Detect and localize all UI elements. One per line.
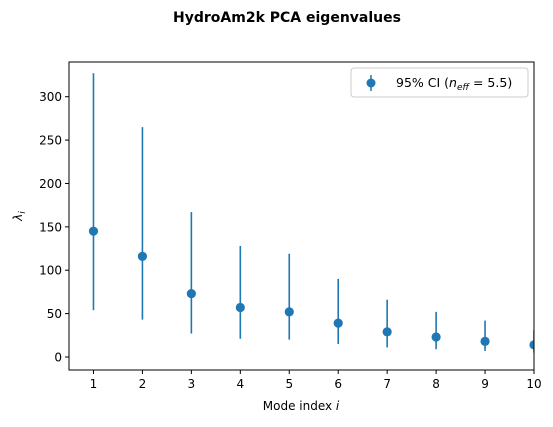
y-tick-label: 150: [39, 220, 62, 234]
x-tick-label: 6: [334, 377, 342, 391]
y-tick-label: 200: [39, 177, 62, 191]
x-tick-label: 9: [481, 377, 489, 391]
legend-box: [350, 67, 529, 98]
x-axis-label: Mode index i: [263, 399, 340, 413]
x-tick-label: 4: [236, 377, 244, 391]
x-tick-label: 5: [285, 377, 293, 391]
legend-label: 95% CI (neff = 5.5): [396, 75, 512, 93]
y-axis-label: λi: [11, 211, 28, 222]
x-tick-label: 3: [188, 377, 196, 391]
eigenvalue-point-5: [284, 307, 294, 317]
x-tick-label: 7: [383, 377, 391, 391]
x-tick-label: 8: [432, 377, 440, 391]
eigenvalue-point-8: [431, 332, 441, 342]
y-tick-label: 100: [39, 264, 62, 278]
chart-title: HydroAm2k PCA eigenvalues: [173, 10, 401, 26]
eigenvalue-point-7: [382, 327, 392, 337]
x-tick-label: 10: [526, 377, 541, 391]
y-tick-label: 300: [39, 90, 62, 104]
eigenvalue-point-3: [186, 289, 196, 299]
eigenvalue-point-10: [529, 340, 534, 350]
x-axis-ticks: 1 2 3 4 5 6 7 8 9 10: [90, 370, 542, 391]
plot-area: [88, 73, 534, 353]
eigenvalue-point-1: [88, 226, 99, 236]
y-tick-label: 250: [39, 134, 62, 148]
y-axis-ticks: 0 50 100 150 200 250 300: [39, 90, 69, 364]
eigenvalue-point-4: [235, 302, 245, 313]
legend-marker-dot: [366, 78, 376, 88]
eigenvalue-point-2: [137, 251, 148, 261]
x-tick-label: 1: [90, 377, 98, 391]
eigenvalue-point-9: [480, 336, 490, 346]
axes-frame: [68, 61, 535, 371]
y-tick-label: 50: [47, 307, 62, 321]
y-tick-label: 0: [54, 350, 62, 364]
eigenvalue-point-6: [333, 318, 343, 328]
x-tick-label: 2: [139, 377, 147, 391]
chart-legend: 95% CI (neff = 5.5): [350, 67, 529, 98]
